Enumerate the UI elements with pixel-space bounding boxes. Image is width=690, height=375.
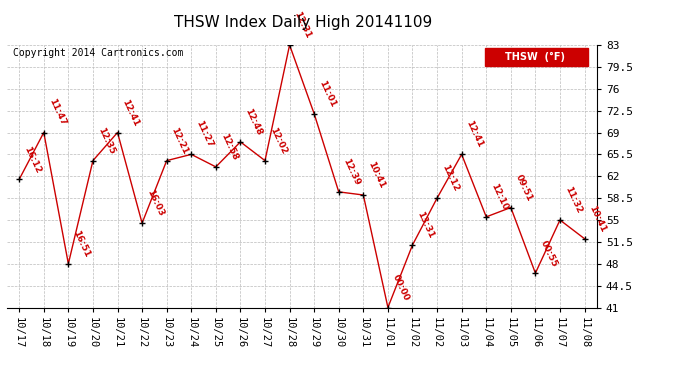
- FancyBboxPatch shape: [485, 48, 588, 66]
- Text: 12:35: 12:35: [96, 126, 116, 156]
- Text: 12:12: 12:12: [440, 164, 460, 193]
- Text: 11:01: 11:01: [317, 79, 337, 109]
- Text: 16:51: 16:51: [71, 229, 92, 259]
- Text: 12:21: 12:21: [170, 126, 190, 156]
- Text: THSW  (°F): THSW (°F): [505, 52, 565, 62]
- Text: 16:03: 16:03: [145, 189, 165, 218]
- Text: THSW Index Daily High 20141109: THSW Index Daily High 20141109: [175, 15, 433, 30]
- Text: 16:12: 16:12: [22, 145, 42, 174]
- Text: 12:02: 12:02: [268, 126, 288, 156]
- Text: 13:31: 13:31: [415, 210, 435, 240]
- Text: 12:58: 12:58: [219, 132, 239, 162]
- Text: 00:55: 00:55: [538, 238, 558, 268]
- Text: Copyright 2014 Cartronics.com: Copyright 2014 Cartronics.com: [13, 48, 183, 58]
- Text: 12:10: 12:10: [489, 182, 509, 212]
- Text: 12:41: 12:41: [121, 98, 141, 128]
- Text: 12:31: 12:31: [293, 10, 313, 40]
- Text: 12:48: 12:48: [244, 107, 264, 137]
- Text: 11:27: 11:27: [194, 120, 215, 149]
- Text: 12:39: 12:39: [342, 157, 362, 187]
- Text: 11:32: 11:32: [563, 185, 583, 215]
- Text: 09:51: 09:51: [514, 173, 534, 202]
- Text: 11:47: 11:47: [47, 98, 67, 128]
- Text: 10:41: 10:41: [587, 204, 608, 234]
- Text: 00:00: 00:00: [391, 273, 411, 303]
- Text: 12:41: 12:41: [464, 120, 485, 149]
- Text: 10:41: 10:41: [366, 160, 386, 190]
